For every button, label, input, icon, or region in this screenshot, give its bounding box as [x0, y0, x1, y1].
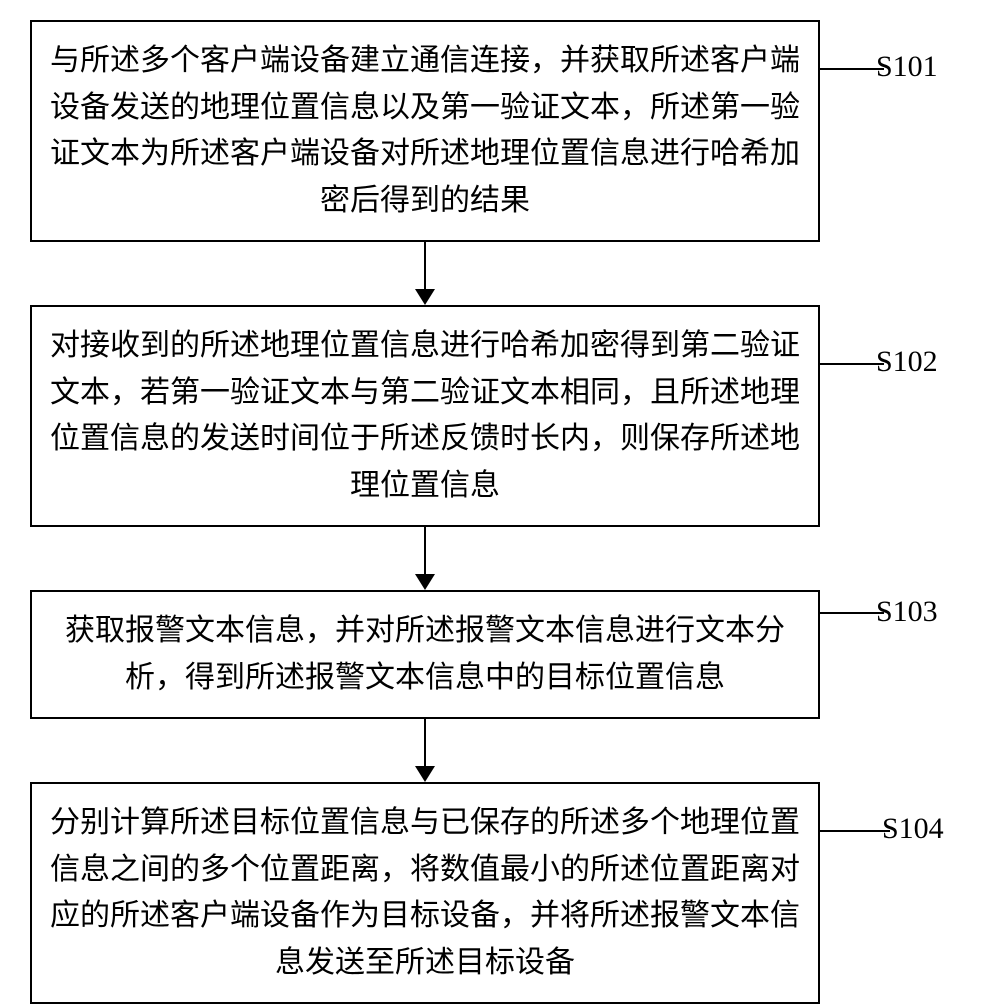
step-box-3: 获取报警文本信息，并对所述报警文本信息进行文本分析，得到所述报警文本信息中的目标…: [30, 590, 820, 719]
step-box-4: 分别计算所述目标位置信息与已保存的所述多个地理位置信息之间的多个位置距离，将数值…: [30, 782, 820, 1004]
step-connector-4: [820, 830, 890, 832]
arrow-line-2: [424, 527, 426, 575]
arrow-line-3: [424, 719, 426, 767]
step-text-2: 对接收到的所述地理位置信息进行哈希加密得到第二验证文本，若第一验证文本与第二验证…: [50, 323, 800, 509]
step-label-3: S103: [876, 595, 938, 629]
step-connector-1: [820, 68, 884, 70]
flowchart: 与所述多个客户端设备建立通信连接，并获取所述客户端设备发送的地理位置信息以及第一…: [30, 20, 970, 1004]
step-row-4: 分别计算所述目标位置信息与已保存的所述多个地理位置信息之间的多个位置距离，将数值…: [30, 782, 970, 1004]
step-row-2: 对接收到的所述地理位置信息进行哈希加密得到第二验证文本，若第一验证文本与第二验证…: [30, 305, 970, 527]
step-label-2: S102: [876, 345, 938, 379]
arrow-1: [30, 242, 820, 305]
arrow-head-icon: [415, 574, 435, 590]
step-label-1: S101: [876, 50, 938, 84]
step-row-1: 与所述多个客户端设备建立通信连接，并获取所述客户端设备发送的地理位置信息以及第一…: [30, 20, 970, 242]
arrow-head-icon: [415, 289, 435, 305]
arrow-2: [30, 527, 820, 590]
step-text-4: 分别计算所述目标位置信息与已保存的所述多个地理位置信息之间的多个位置距离，将数值…: [50, 800, 800, 986]
step-connector-2: [820, 363, 884, 365]
step-text-3: 获取报警文本信息，并对所述报警文本信息进行文本分析，得到所述报警文本信息中的目标…: [50, 608, 800, 701]
step-box-2: 对接收到的所述地理位置信息进行哈希加密得到第二验证文本，若第一验证文本与第二验证…: [30, 305, 820, 527]
arrow-3: [30, 719, 820, 782]
arrow-line-1: [424, 242, 426, 290]
arrow-head-icon: [415, 766, 435, 782]
step-text-1: 与所述多个客户端设备建立通信连接，并获取所述客户端设备发送的地理位置信息以及第一…: [50, 38, 800, 224]
step-connector-3: [820, 612, 884, 614]
step-box-1: 与所述多个客户端设备建立通信连接，并获取所述客户端设备发送的地理位置信息以及第一…: [30, 20, 820, 242]
step-row-3: 获取报警文本信息，并对所述报警文本信息进行文本分析，得到所述报警文本信息中的目标…: [30, 590, 970, 719]
step-label-4: S104: [882, 812, 944, 846]
